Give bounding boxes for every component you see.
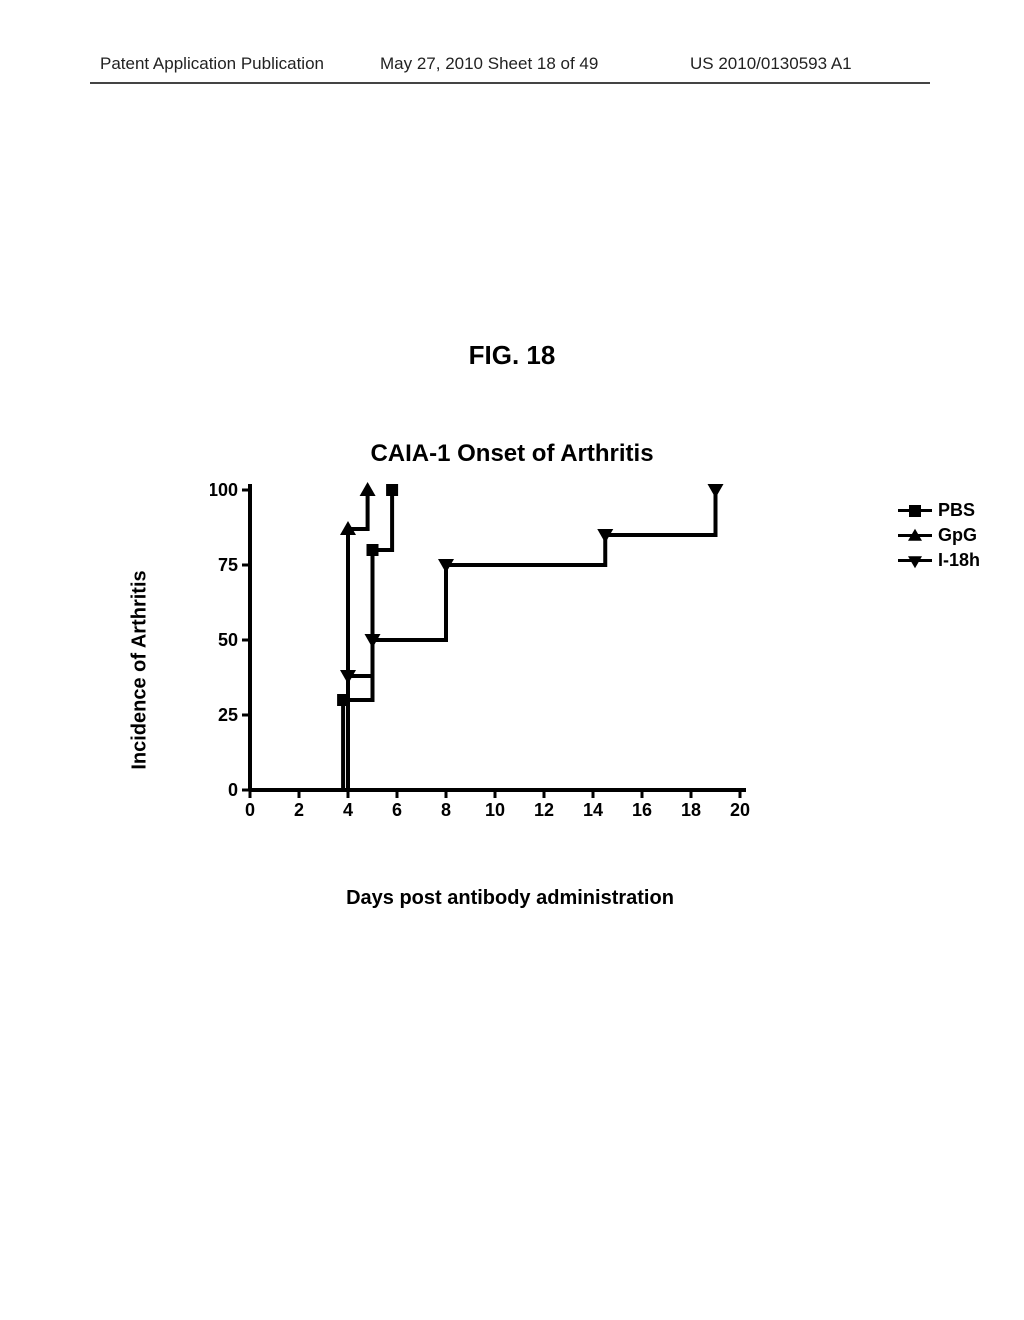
svg-text:20: 20 xyxy=(730,800,750,820)
legend-line-icon xyxy=(898,534,932,537)
svg-text:18: 18 xyxy=(681,800,701,820)
triangle-down-marker-icon xyxy=(908,556,922,568)
legend-item-gpg: GpG xyxy=(898,525,980,546)
svg-text:100: 100 xyxy=(210,480,238,500)
chart-legend: PBS GpG I-18h xyxy=(898,500,980,575)
chart-svg: 0 25 50 75 100 0 2 4 6 8 10 12 14 16 18 20 xyxy=(210,480,770,840)
svg-text:0: 0 xyxy=(228,780,238,800)
legend-line-icon xyxy=(898,509,932,512)
legend-item-i18h: I-18h xyxy=(898,550,980,571)
svg-text:75: 75 xyxy=(218,555,238,575)
legend-item-pbs: PBS xyxy=(898,500,980,521)
page-root: Patent Application Publication May 27, 2… xyxy=(0,0,1024,1320)
svg-text:4: 4 xyxy=(343,800,353,820)
legend-line-icon xyxy=(898,559,932,562)
figure-label: FIG. 18 xyxy=(0,340,1024,371)
y-axis-label: Incidence of Arthritis xyxy=(129,570,152,769)
svg-text:0: 0 xyxy=(245,800,255,820)
header-divider xyxy=(90,82,930,84)
chart-container: Incidence of Arthritis Days post antibod… xyxy=(150,480,870,860)
svg-text:14: 14 xyxy=(583,800,603,820)
header-right: US 2010/0130593 A1 xyxy=(690,54,852,74)
chart-title: CAIA-1 Onset of Arthritis xyxy=(0,440,1024,468)
svg-text:2: 2 xyxy=(294,800,304,820)
header-left: Patent Application Publication xyxy=(100,54,324,74)
triangle-up-marker-icon xyxy=(908,528,922,540)
svg-text:25: 25 xyxy=(218,705,238,725)
svg-text:50: 50 xyxy=(218,630,238,650)
legend-label: I-18h xyxy=(938,550,980,571)
legend-label: GpG xyxy=(938,525,977,546)
svg-text:6: 6 xyxy=(392,800,402,820)
square-marker-icon xyxy=(909,505,921,517)
legend-label: PBS xyxy=(938,500,975,521)
svg-text:12: 12 xyxy=(534,800,554,820)
svg-text:16: 16 xyxy=(632,800,652,820)
svg-text:10: 10 xyxy=(485,800,505,820)
svg-text:8: 8 xyxy=(441,800,451,820)
x-axis-label: Days post antibody administration xyxy=(346,887,674,910)
header-center: May 27, 2010 Sheet 18 of 49 xyxy=(380,54,598,74)
